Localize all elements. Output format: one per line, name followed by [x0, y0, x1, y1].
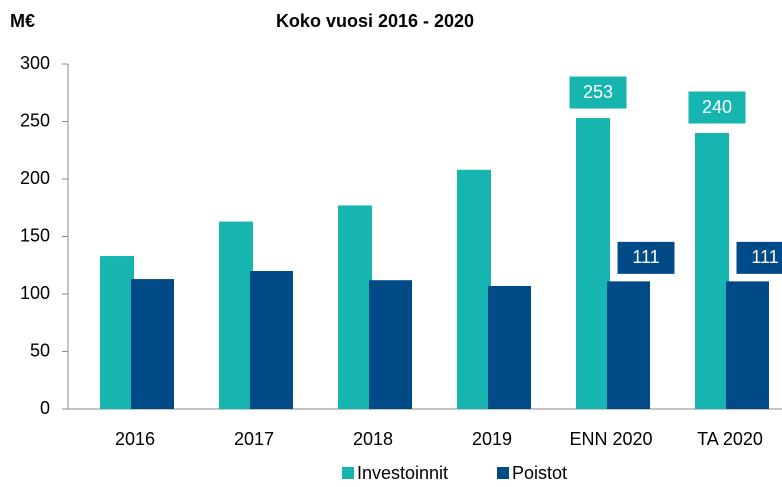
bar — [338, 205, 372, 409]
data-label-box — [687, 90, 747, 125]
x-tick-label: TA 2020 — [697, 429, 763, 449]
bar — [726, 281, 769, 409]
y-tick-label: 100 — [20, 283, 50, 303]
bar — [695, 133, 729, 409]
legend-label: Investoinnit — [357, 463, 448, 483]
chart-title: Koko vuosi 2016 - 2020 — [276, 11, 474, 31]
bar — [607, 281, 650, 409]
x-tick-label: 2017 — [234, 429, 274, 449]
y-tick-label: 0 — [40, 398, 50, 418]
x-tick-label: 2019 — [472, 429, 512, 449]
data-label-box — [568, 75, 628, 110]
y-tick-label: 250 — [20, 110, 50, 130]
legend-swatch — [342, 467, 354, 479]
y-tick-label: 200 — [20, 168, 50, 188]
y-tick-label: 50 — [30, 340, 50, 360]
data-label-box — [735, 240, 782, 275]
data-label: 111 — [751, 247, 778, 267]
bar — [369, 280, 412, 409]
legend-label: Poistot — [512, 463, 567, 483]
data-label: 253 — [583, 82, 613, 102]
bar — [576, 118, 610, 410]
bar — [457, 169, 491, 409]
bar — [250, 271, 293, 409]
bar — [219, 221, 253, 409]
y-tick-label: 150 — [20, 225, 50, 245]
bar — [131, 279, 174, 409]
x-tick-label: 2018 — [353, 429, 393, 449]
bar — [488, 285, 531, 409]
bar — [100, 256, 134, 409]
data-label-box — [616, 240, 676, 275]
data-label: 111 — [632, 247, 659, 267]
x-tick-label: ENN 2020 — [569, 429, 652, 449]
x-tick-label: 2016 — [115, 429, 155, 449]
y-tick-label: 300 — [20, 53, 50, 73]
y-axis-label: M€ — [10, 11, 35, 31]
legend-swatch — [497, 467, 509, 479]
data-label: 240 — [702, 97, 732, 117]
